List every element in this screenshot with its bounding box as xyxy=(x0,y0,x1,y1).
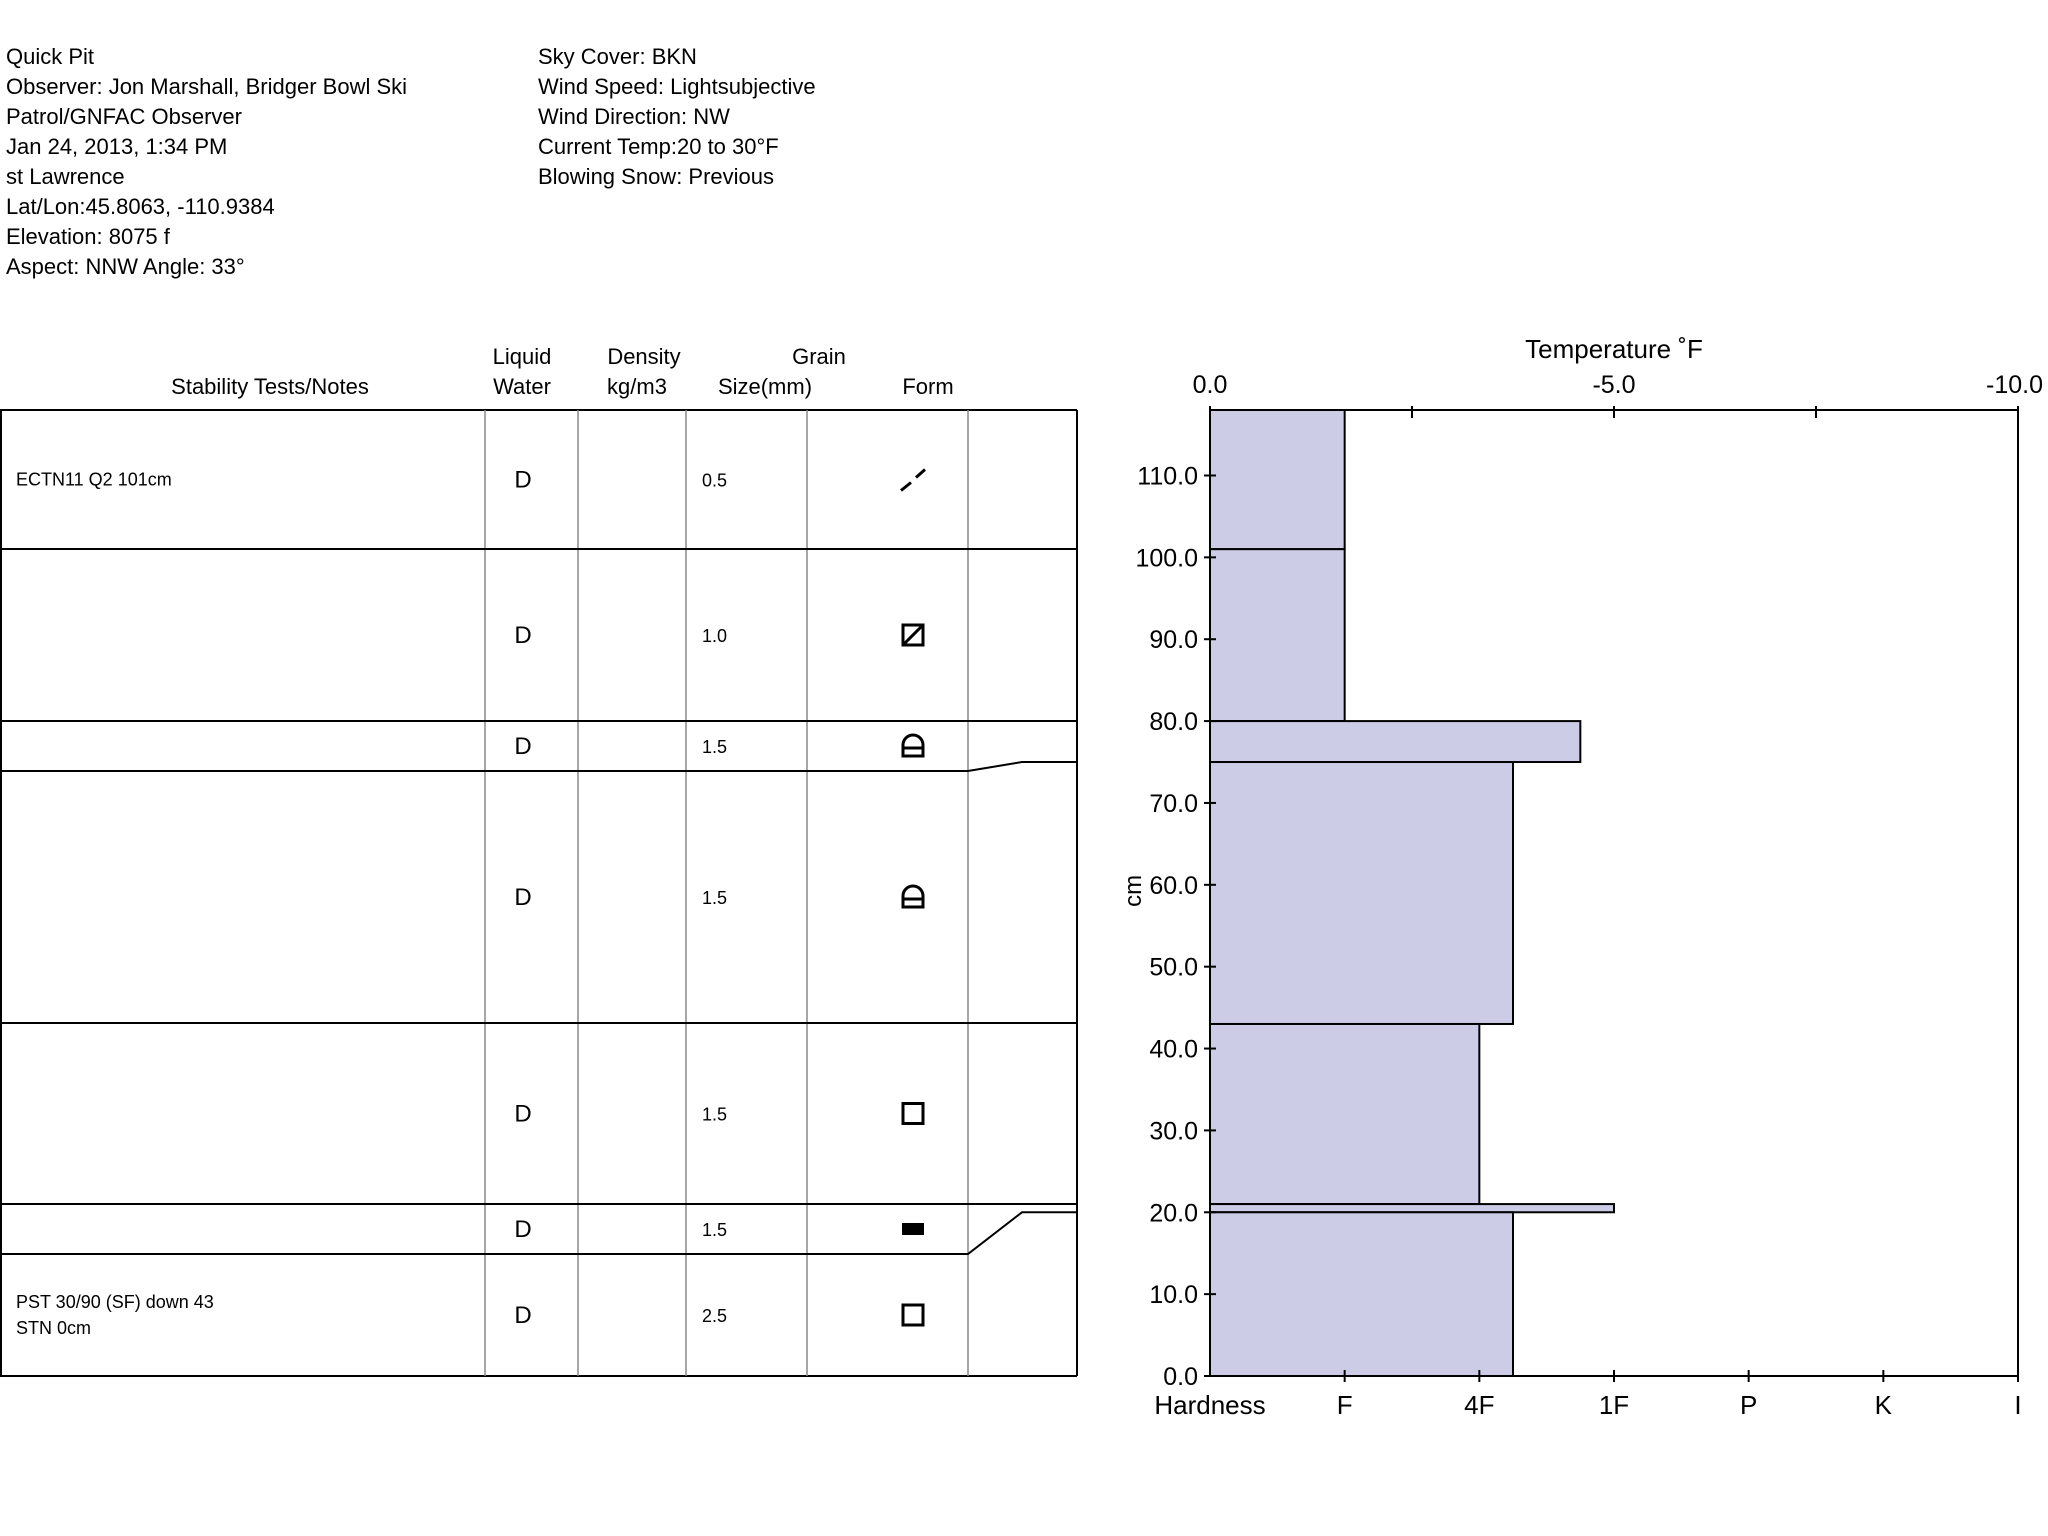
layer-table: D 0.5 ECTN11 Q2 101cm D 1.0 D 1.5 D 1.5 D 1.5 D 1.5 D… xyxy=(0,409,1078,1377)
weather-info-line: Sky Cover: BKN xyxy=(538,44,697,69)
pit-info-line: Aspect: NNW Angle: 33° xyxy=(6,254,245,279)
y-axis-label: cm xyxy=(1120,875,1147,907)
layer-boundary-connector xyxy=(0,761,1077,772)
grain-header-line1: Grain xyxy=(792,344,846,369)
hardness-tick-label: I xyxy=(2014,1390,2021,1420)
hardness-bar xyxy=(1209,409,1346,551)
weather-info-line: Current Temp:20 to 30°F xyxy=(538,134,779,159)
density-header-line2: kg/m3 xyxy=(607,374,667,399)
y-tick-label: 0.0 xyxy=(1163,1363,1198,1391)
grain-size-value: 0.5 xyxy=(702,471,727,491)
grain-size-value: 2.5 xyxy=(702,1306,727,1326)
temperature-tick-label: -10.0 xyxy=(1986,371,2043,399)
hardness-tick-label: K xyxy=(1875,1390,1893,1420)
notes-column-header: Stability Tests/Notes xyxy=(171,374,369,399)
y-tick-label: 20.0 xyxy=(1149,1199,1198,1227)
liquid-water-value: D xyxy=(514,1216,531,1243)
grain-size-value: 1.5 xyxy=(702,888,727,908)
y-tick-label: 40.0 xyxy=(1149,1036,1198,1064)
layer-note-line: STN 0cm xyxy=(16,1318,91,1338)
y-tick-label: 70.0 xyxy=(1149,790,1198,818)
hardness-bar xyxy=(1209,1022,1481,1206)
liquid-water-value: D xyxy=(514,884,531,911)
liquid-water-value: D xyxy=(514,622,531,649)
liquid-water-header-line2: Water xyxy=(493,374,551,399)
liquid-water-value: D xyxy=(514,1302,531,1329)
liquid-water-value: D xyxy=(514,1101,531,1128)
y-tick-label: 80.0 xyxy=(1149,708,1198,736)
pit-info-block: Quick Pit Observer: Jon Marshall, Bridger… xyxy=(6,42,407,282)
y-tick-label: 50.0 xyxy=(1149,954,1198,982)
pit-info-line: Jan 24, 2013, 1:34 PM xyxy=(6,134,228,159)
density-header-line1: Density xyxy=(607,344,680,369)
faceted-rounded-grain-icon xyxy=(901,623,925,647)
y-tick-label: 100.0 xyxy=(1135,544,1198,572)
pit-info-line: st Lawrence xyxy=(6,164,125,189)
liquid-water-value: D xyxy=(514,467,531,494)
layer-note-line: ECTN11 Q2 101cm xyxy=(16,470,172,490)
temperature-tick-label: -5.0 xyxy=(1592,371,1635,399)
y-tick-label: 10.0 xyxy=(1149,1281,1198,1309)
weather-info-line: Wind Speed: Lightsubjective xyxy=(538,74,816,99)
y-tick-label: 110.0 xyxy=(1137,462,1198,490)
pit-info-line: Quick Pit xyxy=(6,44,95,69)
hardness-bar xyxy=(1209,761,1514,1025)
pit-info-line: Patrol/GNFAC Observer xyxy=(6,104,242,129)
faceted-grain-icon xyxy=(901,1102,925,1125)
pit-info-line: Lat/Lon:45.8063, -110.9384 xyxy=(6,194,275,219)
layer-note: PST 30/90 (SF) down 43 STN 0cm xyxy=(16,1292,214,1338)
weather-info-line: Blowing Snow: Previous xyxy=(538,164,775,189)
y-tick-label: 30.0 xyxy=(1149,1117,1198,1145)
grain-size-value: 1.5 xyxy=(702,1105,727,1125)
grain-size-value: 1.5 xyxy=(702,737,727,757)
temperature-tick-label: 0.0 xyxy=(1193,371,1228,399)
hardness-bar xyxy=(1209,720,1582,764)
hardness-tick-label: F xyxy=(1337,1390,1353,1420)
decomposing-grain-icon xyxy=(900,468,926,492)
weather-info-line: Wind Direction: NW xyxy=(538,104,730,129)
grain-size-header: Size(mm) xyxy=(718,374,812,399)
hardness-tick-label: 4F xyxy=(1464,1390,1494,1420)
depth-hoar-faceted-grain-icon xyxy=(901,884,925,909)
layer-boundary-connector xyxy=(0,1211,1077,1255)
form-header: Form xyxy=(902,374,953,399)
hardness-bar xyxy=(1209,1211,1514,1378)
hardness-tick-label: 1F xyxy=(1599,1390,1629,1420)
temperature-axis-title: Temperature ˚F xyxy=(1525,334,1703,364)
y-tick-label: 60.0 xyxy=(1149,872,1198,900)
y-tick-label: 90.0 xyxy=(1149,626,1198,654)
faceted-grain-icon xyxy=(901,1303,925,1327)
layer-note: ECTN11 Q2 101cm xyxy=(16,470,172,490)
layer-note-line: PST 30/90 (SF) down 43 xyxy=(16,1292,214,1312)
liquid-water-value: D xyxy=(514,733,531,760)
hardness-bar xyxy=(1209,1203,1615,1214)
grain-size-value: 1.5 xyxy=(702,1220,727,1240)
pit-info-line: Elevation: 8075 f xyxy=(6,224,170,249)
hardness-temperature-chart: 0.0 10.0 20.0 30.0 40.0 50.0 60.0 70.0 80.0 90.0 1… xyxy=(1120,334,2043,1420)
grain-size-value: 1.0 xyxy=(702,626,727,646)
hardness-axis-label: Hardness xyxy=(1154,1390,1265,1420)
hardness-bar xyxy=(1209,548,1346,723)
depth-hoar-faceted-grain-icon xyxy=(901,733,925,758)
liquid-water-header-line1: Liquid xyxy=(493,344,552,369)
weather-info-block: Sky Cover: BKN Wind Speed: Lightsubjectiv… xyxy=(538,42,816,192)
ice-crust-grain-icon xyxy=(902,1223,924,1235)
pit-info-line: Observer: Jon Marshall, Bridger Bowl Ski xyxy=(6,74,408,99)
hardness-tick-label: P xyxy=(1740,1390,1757,1420)
